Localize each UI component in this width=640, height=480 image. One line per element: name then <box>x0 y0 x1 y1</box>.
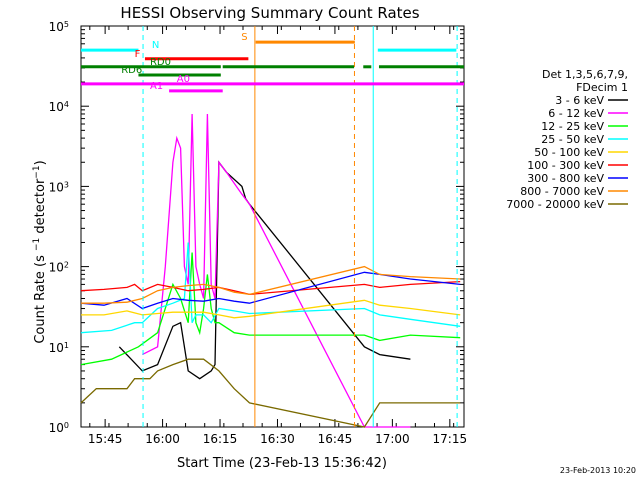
footer-date: 23-Feb-2013 10:20 <box>560 466 636 475</box>
series-line-5 <box>80 280 461 296</box>
series-line-2 <box>80 252 461 366</box>
legend-header-0: Det 1,3,5,6,7,9, <box>542 68 628 81</box>
x-tick-label: 16:15 <box>203 432 238 446</box>
flag-label-a1: A1 <box>150 81 163 92</box>
y-tick-label: 100 <box>49 421 69 436</box>
y-tick-label: 102 <box>49 260 69 275</box>
legend-label-0: 3 - 6 keV <box>555 94 604 107</box>
x-tick-label: 16:45 <box>318 432 353 446</box>
legend-label-5: 100 - 300 keV <box>527 159 604 172</box>
x-tick-label: 16:30 <box>260 432 295 446</box>
legend-label-1: 6 - 12 keV <box>548 107 604 120</box>
flag-label-n: N <box>152 40 159 51</box>
series-line-1 <box>142 113 411 428</box>
series-line-4 <box>81 299 461 319</box>
flag-label-rd0: RD0 <box>150 57 171 68</box>
flag-label-rd6: RD6 <box>121 65 142 76</box>
x-tick-label: 17:00 <box>375 432 410 446</box>
legend-label-4: 50 - 100 keV <box>534 146 604 159</box>
flag-label-s: S <box>241 32 247 43</box>
legend-label-8: 7000 - 20000 keV <box>506 198 604 211</box>
flag-label-f: F <box>135 49 141 60</box>
x-axis-label: Start Time (23-Feb-13 15:36:42) <box>177 456 387 471</box>
y-tick-label: 104 <box>49 100 69 115</box>
x-tick-label: 15:45 <box>88 432 123 446</box>
flag-label-a0: A0 <box>177 74 190 85</box>
x-tick-label: 17:15 <box>433 432 468 446</box>
legend-label-6: 300 - 800 keV <box>527 172 604 185</box>
series-line-7 <box>81 265 461 304</box>
series-line-0 <box>118 160 411 380</box>
series-line-8 <box>80 358 461 428</box>
series-line-3 <box>80 242 461 334</box>
legend-header-1: FDecim 1 <box>576 81 628 94</box>
series-line-6 <box>80 271 461 310</box>
x-tick-label: 16:00 <box>145 432 180 446</box>
plot-frame <box>80 25 465 428</box>
legend-label-3: 25 - 50 keV <box>541 133 604 146</box>
y-tick-label: 101 <box>49 340 69 355</box>
y-axis-label: Count Rate (s −1 detector−1) <box>32 160 48 343</box>
legend-label-7: 800 - 7000 keV <box>520 185 604 198</box>
chart-title: HESSI Observing Summary Count Rates <box>120 4 419 22</box>
y-tick-label: 105 <box>49 20 69 35</box>
y-tick-label: 103 <box>49 180 69 195</box>
legend-label-2: 12 - 25 keV <box>541 120 604 133</box>
